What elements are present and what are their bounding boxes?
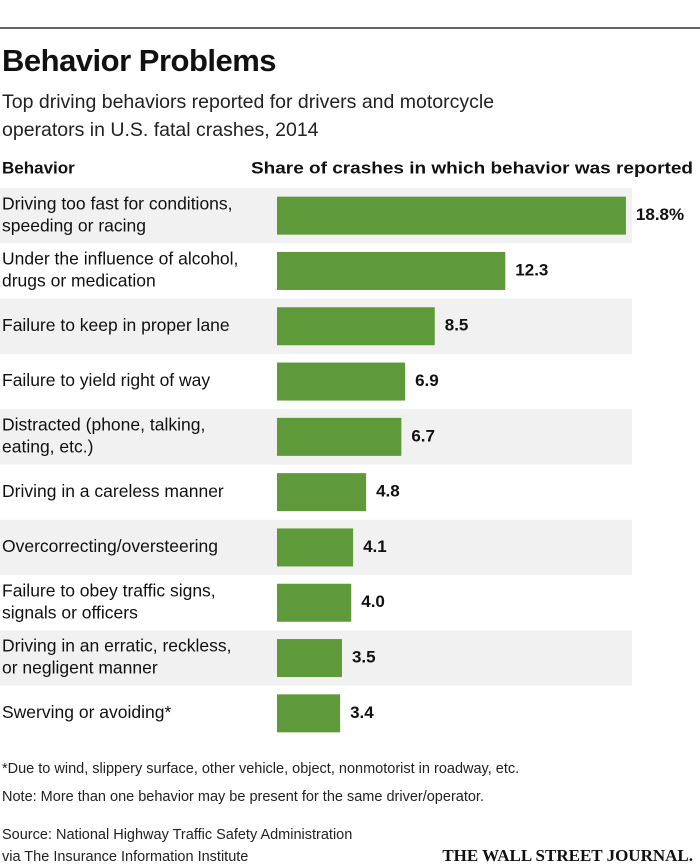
value-label: 8.5 <box>445 316 469 335</box>
value-label: 4.8 <box>376 482 400 501</box>
value-label: 4.1 <box>363 537 387 556</box>
category-label: speeding or racing <box>2 215 146 235</box>
footnote: *Due to wind, slippery surface, other ve… <box>2 761 519 777</box>
value-label: 6.9 <box>415 371 439 390</box>
bar <box>277 694 341 733</box>
bar <box>277 251 506 290</box>
bar <box>277 473 367 512</box>
bar <box>277 583 352 622</box>
category-label: Failure to obey traffic signs, <box>2 580 216 600</box>
category-label: Driving too fast for conditions, <box>2 193 233 213</box>
value-header: Share of crashes in which behavior was r… <box>251 158 693 177</box>
value-label: 3.4 <box>350 703 374 722</box>
category-label: signals or officers <box>2 602 138 622</box>
category-label: Failure to yield right of way <box>2 370 210 390</box>
category-label: Under the influence of alcohol, <box>2 249 238 269</box>
chart-title: Behavior Problems <box>2 43 276 78</box>
category-label: Driving in a careless manner <box>2 481 224 501</box>
source: Source: National Highway Traffic Safety … <box>2 827 352 843</box>
source: via The Insurance Information Institute <box>2 849 248 865</box>
value-label: 18.8% <box>636 205 684 224</box>
subtitle: Top driving behaviors reported for drive… <box>2 91 494 113</box>
value-label: 6.7 <box>411 426 435 445</box>
category-label: eating, etc.) <box>2 436 93 456</box>
rows: Driving too fast for conditions,speeding… <box>0 188 684 733</box>
footnote: Note: More than one behavior may be pres… <box>2 789 484 805</box>
bar <box>277 362 406 401</box>
category-label: Overcorrecting/oversteering <box>2 536 218 556</box>
credit: THE WALL STREET JOURNAL. <box>442 846 693 865</box>
category-label: Failure to keep in proper lane <box>2 315 230 335</box>
bar <box>277 528 354 567</box>
bar <box>277 417 402 456</box>
bar <box>277 307 435 346</box>
category-header: Behavior <box>2 158 75 177</box>
category-label: Distracted (phone, talking, <box>2 414 205 434</box>
category-label: drugs or medication <box>2 271 156 291</box>
subtitle: operators in U.S. fatal crashes, 2014 <box>2 119 319 141</box>
value-label: 12.3 <box>515 260 548 279</box>
category-label: Swerving or avoiding* <box>2 702 171 722</box>
category-label: or negligent manner <box>2 658 158 678</box>
bar <box>277 196 626 235</box>
value-label: 4.0 <box>361 592 385 611</box>
category-label: Driving in an erratic, reckless, <box>2 636 232 656</box>
value-label: 3.5 <box>352 648 376 667</box>
bar <box>277 639 342 678</box>
